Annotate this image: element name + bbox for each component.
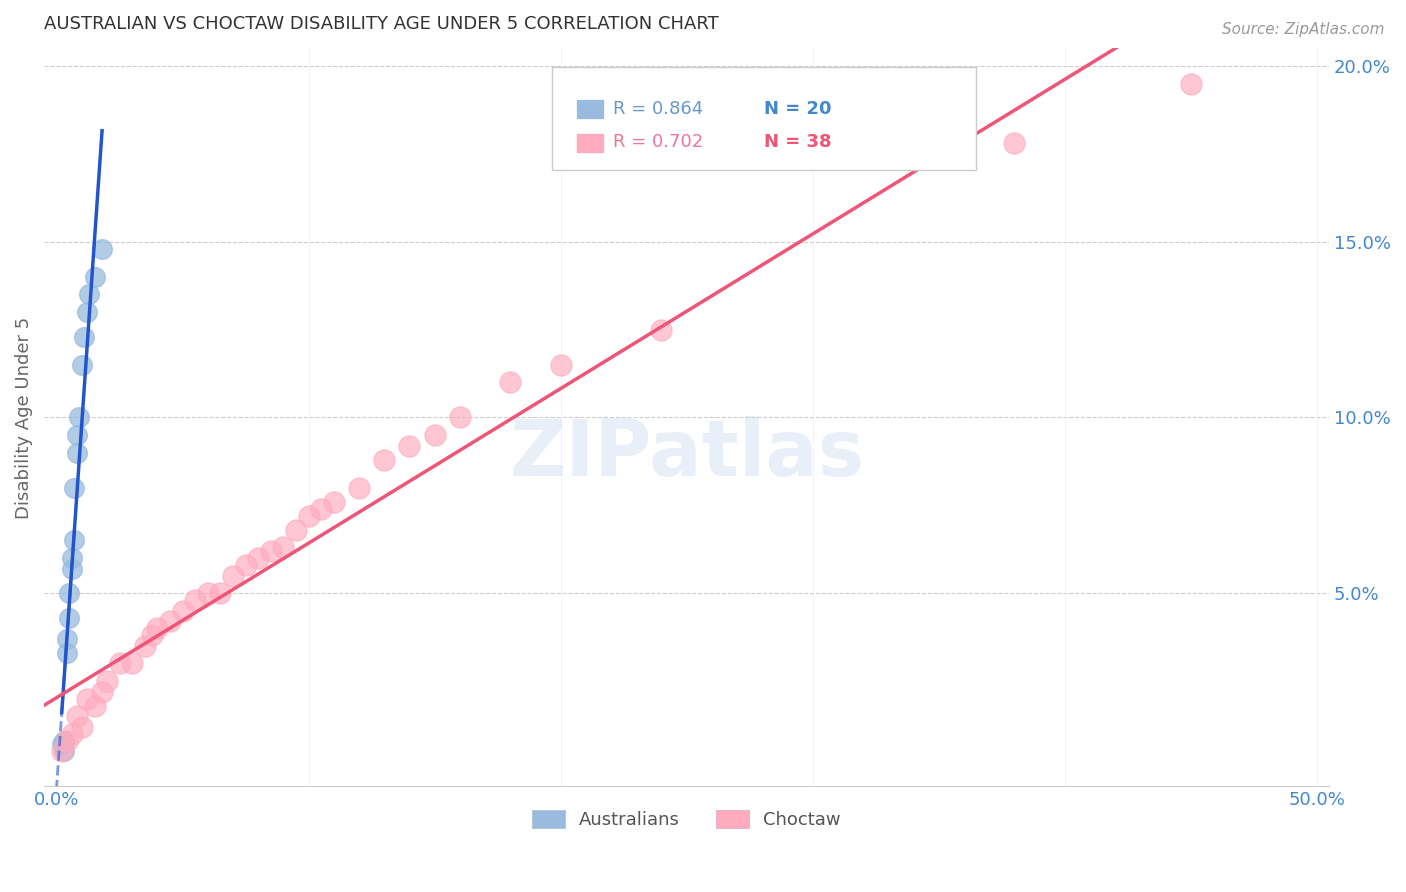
Point bbox=[260, 544, 283, 558]
Point bbox=[63, 481, 86, 495]
Point bbox=[83, 698, 105, 713]
Point bbox=[91, 684, 114, 698]
Point bbox=[66, 709, 89, 723]
Point bbox=[121, 657, 143, 671]
Point bbox=[184, 593, 207, 607]
Point bbox=[311, 501, 333, 516]
Point bbox=[76, 305, 98, 319]
Y-axis label: Disability Age Under 5: Disability Age Under 5 bbox=[15, 317, 32, 518]
Point bbox=[73, 329, 96, 343]
Point bbox=[70, 358, 93, 372]
Text: R = 0.864: R = 0.864 bbox=[613, 100, 703, 118]
Text: N = 38: N = 38 bbox=[763, 133, 831, 151]
Point bbox=[650, 323, 672, 337]
Point bbox=[209, 586, 232, 600]
Point bbox=[172, 604, 194, 618]
Point bbox=[83, 269, 105, 284]
Point bbox=[273, 541, 295, 555]
Point bbox=[60, 551, 83, 566]
Point bbox=[58, 586, 80, 600]
Point bbox=[66, 428, 89, 442]
Text: R = 0.702: R = 0.702 bbox=[613, 133, 703, 151]
FancyBboxPatch shape bbox=[576, 99, 605, 120]
Point bbox=[159, 615, 181, 629]
Point bbox=[108, 657, 131, 671]
Text: Source: ZipAtlas.com: Source: ZipAtlas.com bbox=[1222, 22, 1385, 37]
Point bbox=[197, 586, 219, 600]
Point bbox=[141, 628, 163, 642]
Point bbox=[322, 495, 344, 509]
Point bbox=[550, 358, 572, 372]
Point bbox=[423, 428, 446, 442]
Point bbox=[285, 523, 308, 537]
Point bbox=[51, 744, 73, 758]
Text: ZIPatlas: ZIPatlas bbox=[509, 417, 865, 492]
Point bbox=[134, 639, 156, 653]
Point bbox=[96, 674, 118, 689]
Point bbox=[58, 611, 80, 625]
Text: AUSTRALIAN VS CHOCTAW DISABILITY AGE UNDER 5 CORRELATION CHART: AUSTRALIAN VS CHOCTAW DISABILITY AGE UND… bbox=[44, 15, 718, 33]
Point bbox=[56, 632, 79, 646]
Point bbox=[56, 646, 79, 660]
Point bbox=[53, 744, 76, 758]
Point bbox=[247, 551, 270, 566]
FancyBboxPatch shape bbox=[551, 67, 976, 170]
Point bbox=[449, 410, 471, 425]
Point bbox=[398, 439, 420, 453]
Point bbox=[235, 558, 257, 572]
Point bbox=[79, 287, 101, 301]
Legend: Australians, Choctaw: Australians, Choctaw bbox=[526, 803, 848, 837]
Point bbox=[56, 733, 79, 747]
Point bbox=[1002, 136, 1025, 151]
Point bbox=[60, 561, 83, 575]
Point bbox=[60, 727, 83, 741]
FancyBboxPatch shape bbox=[576, 133, 605, 153]
Point bbox=[499, 376, 522, 390]
Point bbox=[347, 481, 370, 495]
Point bbox=[373, 452, 395, 467]
Point bbox=[146, 621, 169, 635]
Point bbox=[91, 242, 114, 256]
Point bbox=[63, 533, 86, 548]
Point bbox=[76, 691, 98, 706]
Point bbox=[298, 508, 321, 523]
Point bbox=[1180, 77, 1202, 91]
Point bbox=[51, 737, 73, 751]
Text: N = 20: N = 20 bbox=[763, 100, 831, 118]
Point bbox=[70, 720, 93, 734]
Point bbox=[67, 410, 90, 425]
Point bbox=[53, 733, 76, 747]
Point bbox=[222, 568, 245, 582]
Point bbox=[66, 445, 89, 459]
